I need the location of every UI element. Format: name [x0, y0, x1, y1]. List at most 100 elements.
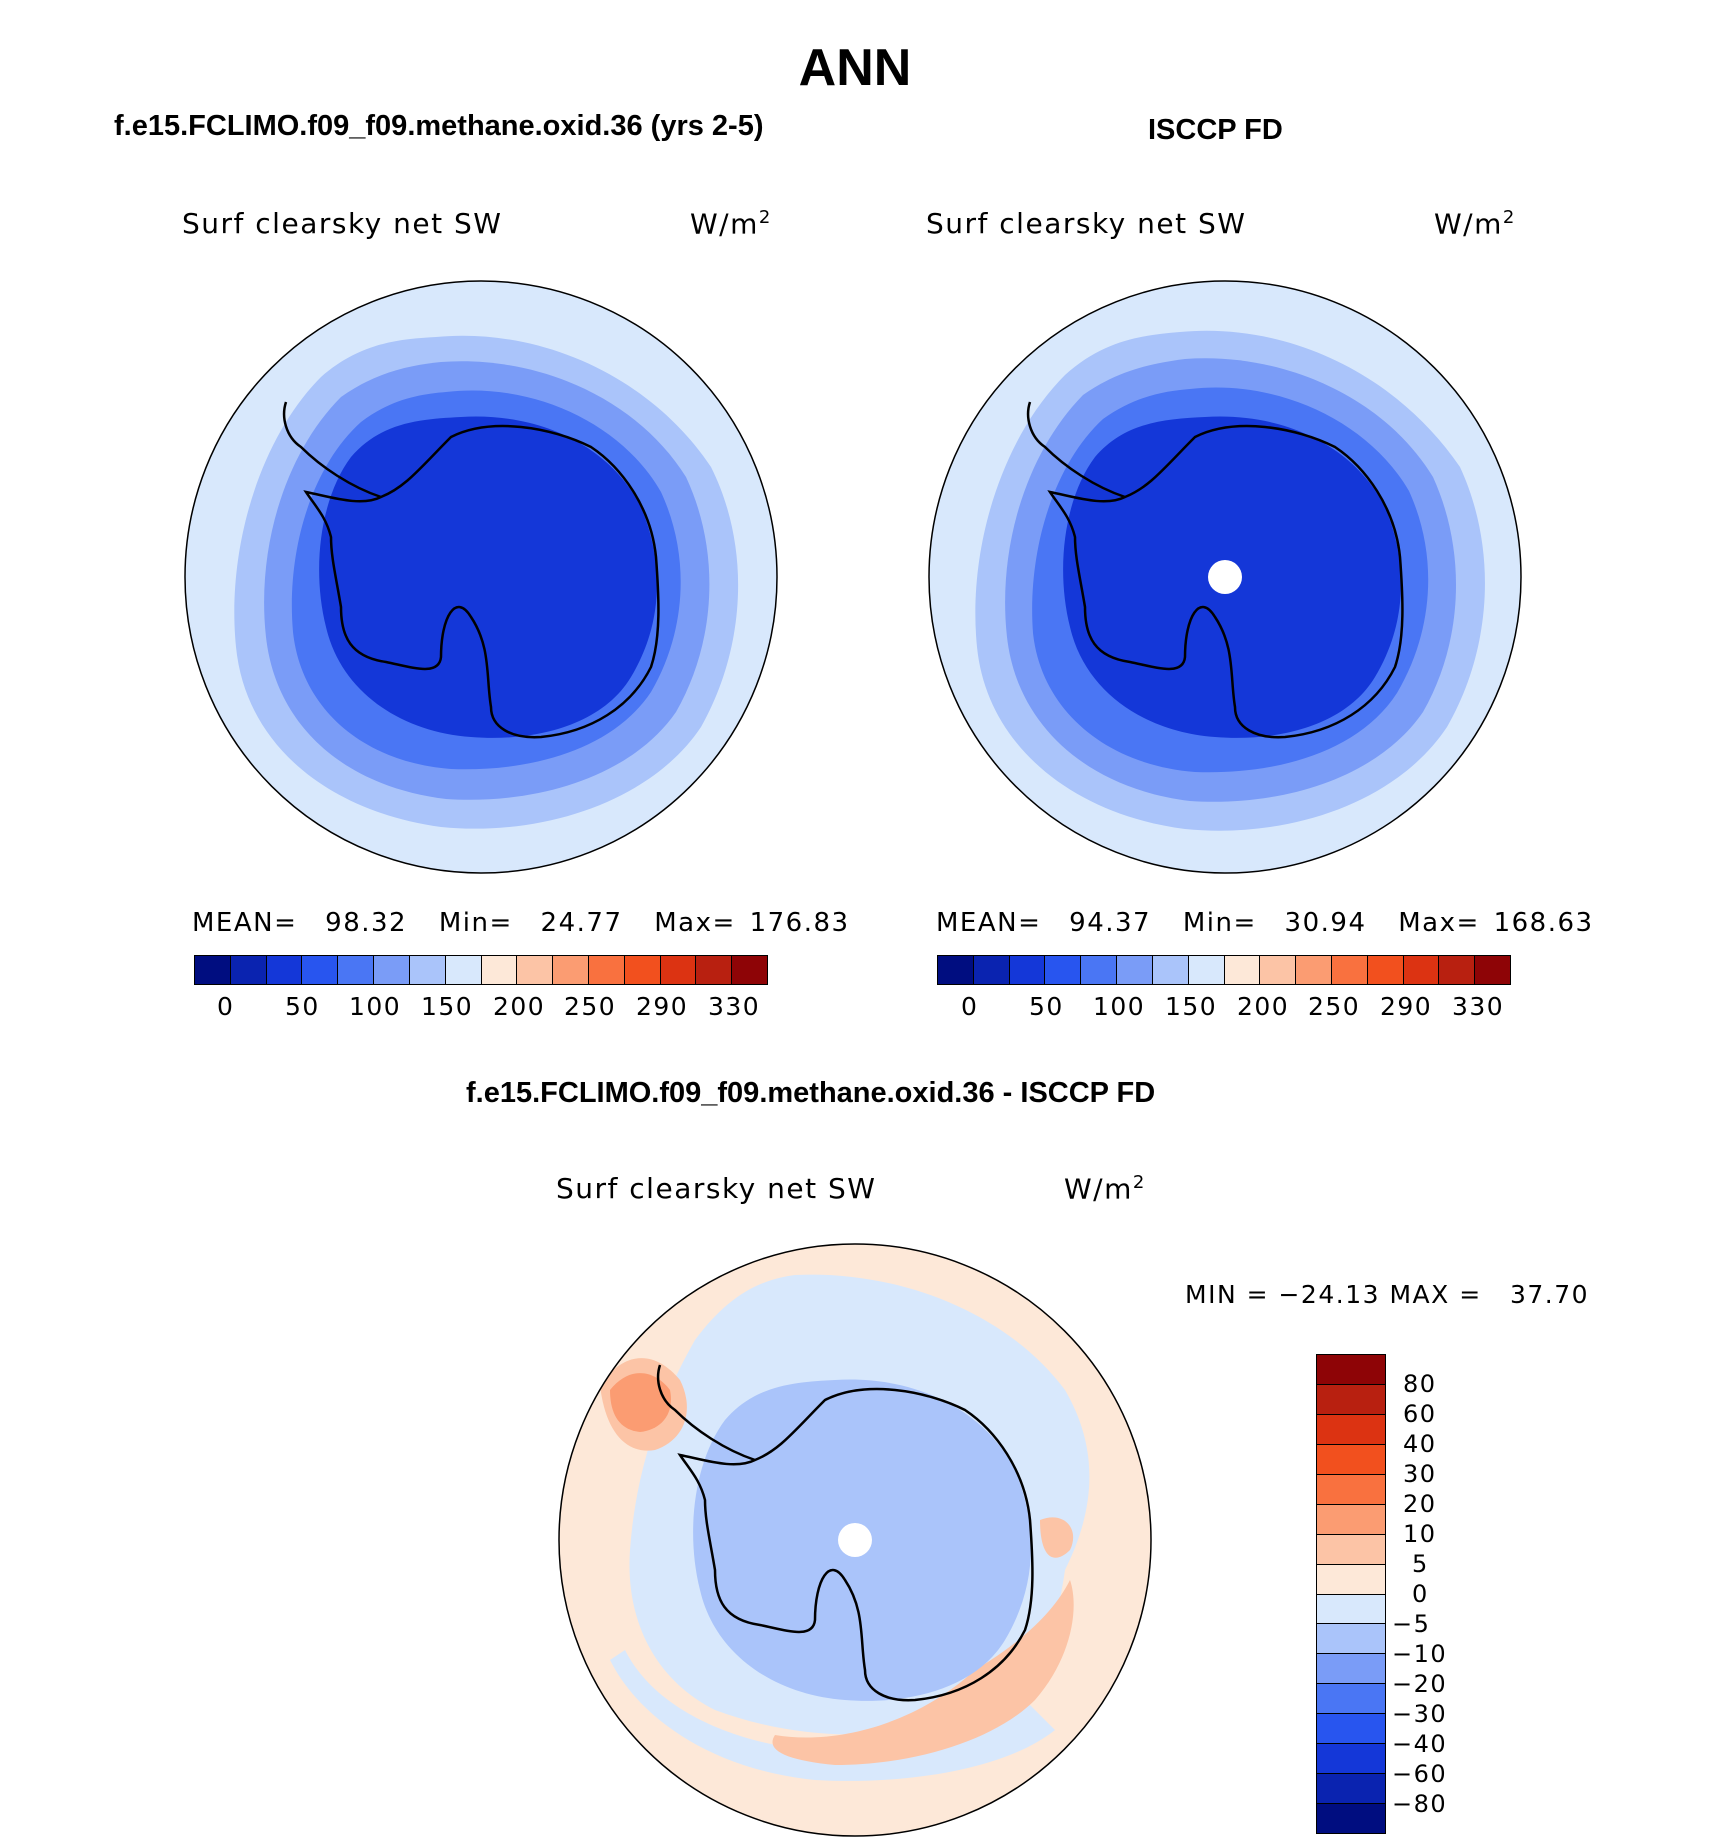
panel2-mean-value: 94.37 — [1069, 908, 1152, 938]
panel2-min-value: 30.94 — [1284, 908, 1367, 938]
colorbar-swatch — [1224, 956, 1261, 984]
colorbar-swatch — [374, 956, 410, 984]
colorbar-swatch — [302, 956, 339, 984]
diff-units-exp: 2 — [1132, 1172, 1146, 1193]
colorbar-label: 100 — [349, 992, 402, 1021]
diff-pos-band-strong — [610, 1373, 671, 1432]
colorbar-swatch — [1317, 1384, 1385, 1415]
pole-missing-data — [1208, 560, 1242, 594]
colorbar-swatch — [517, 956, 554, 984]
colorbar-label: 290 — [636, 992, 689, 1021]
colorbar-swatch — [1152, 956, 1189, 984]
peninsula — [282, 401, 382, 499]
colorbar-swatch — [553, 956, 589, 984]
panel2-colorbar — [937, 955, 1511, 985]
colorbar-swatch — [624, 956, 661, 984]
map-diff — [558, 1243, 1152, 1837]
colorbar-swatch — [1296, 956, 1332, 984]
colorbar-swatch — [973, 956, 1010, 984]
colorbar-label: −10 — [1392, 1640, 1448, 1668]
map-panel1 — [184, 280, 778, 874]
colorbar-swatch — [1317, 1414, 1385, 1445]
colorbar-swatch — [445, 956, 482, 984]
colorbar-label: 20 — [1403, 1490, 1437, 1518]
colorbar-swatch — [732, 956, 767, 984]
colorbar-swatch — [1331, 956, 1368, 984]
colorbar-label: 330 — [1452, 992, 1505, 1021]
colorbar-label: 250 — [564, 992, 617, 1021]
colorbar-label: 50 — [285, 992, 320, 1021]
colorbar-swatch — [409, 956, 446, 984]
panel2-units: W/m2 — [1434, 207, 1516, 240]
colorbar-swatch — [696, 956, 733, 984]
colorbar-label: 30 — [1403, 1460, 1437, 1488]
colorbar-label: 0 — [961, 992, 979, 1021]
colorbar-swatch — [1317, 1654, 1385, 1685]
panel1-stats: MEAN= 98.32 Min= 24.77 Max= 176.83 — [192, 908, 850, 938]
colorbar-swatch — [1317, 1744, 1385, 1775]
panel1-max-value: 176.83 — [749, 908, 850, 938]
colorbar-swatch — [1403, 956, 1440, 984]
colorbar-swatch — [1317, 1594, 1385, 1625]
colorbar-swatch — [1439, 956, 1476, 984]
panel2-colorbar-labels: 0 50 100 150 200 250 290 330 — [0, 992, 1710, 1022]
colorbar-label: −20 — [1392, 1670, 1448, 1698]
colorbar-swatch — [588, 956, 625, 984]
colorbar-label: −30 — [1392, 1700, 1448, 1728]
colorbar-swatch — [1317, 1564, 1385, 1595]
colorbar-swatch — [1009, 956, 1046, 984]
colorbar-label: −60 — [1392, 1760, 1448, 1788]
colorbar-swatch — [1367, 956, 1404, 984]
panel1-units-exp: 2 — [758, 207, 772, 228]
colorbar-swatch — [338, 956, 375, 984]
colorbar-swatch — [1081, 956, 1118, 984]
colorbar-swatch — [1317, 1804, 1385, 1833]
coastline — [677, 1387, 1034, 1702]
panel2-units-base: W/m — [1434, 207, 1503, 241]
colorbar-swatch — [1317, 1684, 1385, 1715]
colorbar-swatch — [1317, 1534, 1385, 1565]
panel2-units-exp: 2 — [1502, 207, 1516, 228]
panel2-mean-label: MEAN= — [936, 908, 1042, 938]
colorbar-swatch — [266, 956, 303, 984]
panel1-units-base: W/m — [690, 207, 759, 241]
colorbar-label: 290 — [1380, 992, 1433, 1021]
colorbar-swatch — [660, 956, 697, 984]
colorbar-label: −5 — [1392, 1610, 1431, 1638]
panel1-units: W/m2 — [690, 207, 772, 240]
colorbar-swatch — [1260, 956, 1297, 984]
colorbar-swatch — [1317, 1474, 1385, 1505]
map-border — [184, 280, 778, 874]
diff-units: W/m2 — [1064, 1172, 1146, 1205]
colorbar-label: 330 — [708, 992, 761, 1021]
colorbar-label: 100 — [1093, 992, 1146, 1021]
panel1-colorbar-labels: 0 50 100 150 200 250 290 330 — [0, 992, 1710, 1022]
panel2-stats: MEAN= 94.37 Min= 30.94 Max= 168.63 — [936, 908, 1594, 938]
diff-pos-band — [1040, 1517, 1074, 1558]
diff-variable-label: Surf clearsky net SW — [556, 1172, 877, 1205]
colorbar-swatch — [230, 956, 267, 984]
colorbar-swatch — [938, 956, 974, 984]
map-panel2 — [928, 280, 1522, 874]
colorbar-swatch — [1317, 1774, 1385, 1805]
colorbar-swatch — [1475, 956, 1510, 984]
coastline — [1047, 424, 1404, 739]
colorbar-swatch — [1317, 1444, 1385, 1475]
colorbar-label: −40 — [1392, 1730, 1448, 1758]
panel2-title: ISCCP FD — [1148, 114, 1283, 146]
diff-pos-band — [772, 1580, 1074, 1765]
colorbar-label: 50 — [1029, 992, 1064, 1021]
colorbar-label: −80 — [1392, 1790, 1448, 1818]
panel1-min-label: Min= — [438, 908, 513, 938]
colorbar-label: 60 — [1403, 1400, 1437, 1428]
panel1-max-label: Max= — [654, 908, 736, 938]
panel1-variable-label: Surf clearsky net SW — [182, 207, 503, 240]
peninsula — [1026, 401, 1126, 499]
colorbar-label: 150 — [1165, 992, 1218, 1021]
panel1-colorbar — [194, 955, 768, 985]
map-border — [928, 280, 1522, 874]
colorbar-swatch — [1317, 1624, 1385, 1655]
diff-units-base: W/m — [1064, 1172, 1133, 1206]
colorbar-swatch — [1188, 956, 1225, 984]
colorbar-swatch — [195, 956, 231, 984]
